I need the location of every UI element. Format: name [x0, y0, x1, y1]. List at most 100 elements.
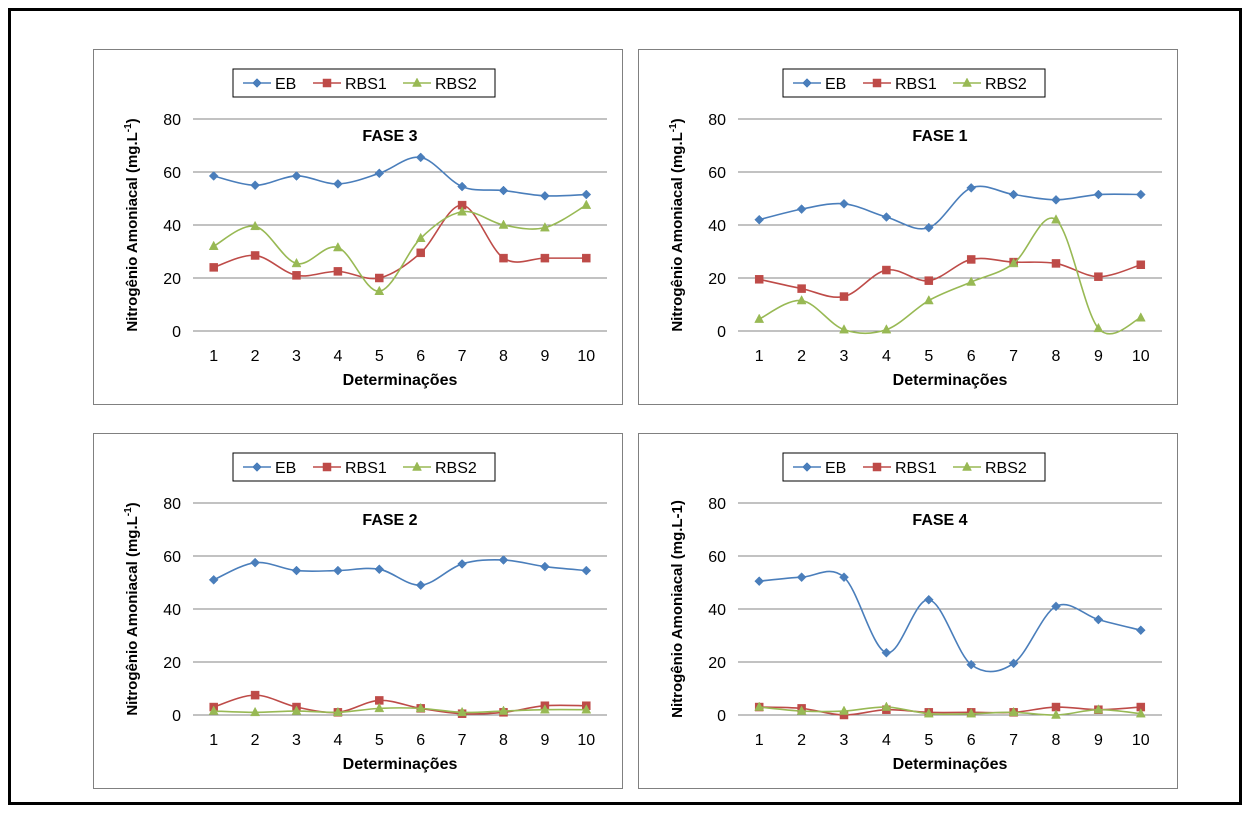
x-tick-label: 7 [1009, 348, 1018, 365]
legend: EB RBS1 RBS2 [232, 68, 496, 98]
data-point-rbs1 [754, 275, 764, 284]
y-tick-label: 80 [163, 112, 181, 129]
data-point-rbs2 [754, 701, 765, 711]
legend-marker-rbs1 [322, 462, 332, 472]
x-tick-label: 6 [967, 732, 976, 749]
y-tick-label: 0 [717, 708, 726, 725]
data-point-rbs1 [1136, 260, 1146, 269]
data-point-rbs2 [208, 240, 219, 250]
y-tick-label: 80 [708, 112, 726, 129]
data-point-rbs2 [498, 705, 509, 715]
x-tick-label: 8 [499, 732, 508, 749]
x-tick-label: 6 [416, 732, 425, 749]
data-point-eb [923, 594, 934, 605]
x-tick-label: 9 [540, 348, 549, 365]
data-point-rbs2 [539, 704, 550, 714]
data-point-eb [540, 561, 550, 572]
series-eb [754, 183, 1146, 233]
legend-marker-rbs2 [962, 77, 972, 87]
legend-label-eb: EB [825, 460, 846, 477]
x-axis-label: Determinações [343, 756, 458, 773]
y-tick-label: 80 [708, 496, 726, 513]
data-point-rbs1 [966, 255, 976, 264]
legend: EB RBS1 RBS2 [782, 452, 1046, 482]
data-point-rbs1 [839, 292, 849, 301]
data-point-eb [1051, 601, 1061, 612]
data-point-rbs2 [796, 705, 807, 715]
x-tick-label: 10 [1132, 732, 1150, 749]
data-point-eb [754, 214, 765, 225]
x-tick-label: 4 [333, 348, 342, 365]
data-point-eb [457, 559, 467, 569]
data-point-eb [1008, 189, 1019, 200]
data-point-eb [291, 565, 302, 576]
x-tick-label: 2 [251, 348, 260, 365]
series-line-eb [759, 570, 1141, 673]
data-point-rbs2 [415, 702, 426, 713]
data-point-eb [374, 564, 385, 575]
data-point-eb [374, 168, 385, 179]
chart-area-border [638, 49, 1178, 405]
data-point-rbs2 [881, 324, 892, 334]
data-point-eb [966, 183, 977, 193]
x-tick-label: 1 [209, 348, 218, 365]
data-point-eb [796, 572, 807, 583]
y-axis-label: Nitrogênio Amoniacal (mg.L-1) [668, 118, 686, 331]
chart-area-border [638, 433, 1178, 789]
y-tick-label: 60 [708, 165, 726, 182]
data-point-rbs1 [797, 284, 806, 293]
y-tick-label: 80 [163, 496, 181, 513]
x-tick-label: 9 [1094, 732, 1103, 749]
chart-area-border [93, 49, 623, 405]
chart-fase-1: 0 20 40 60 80 1 2 3 4 5 6 7 8 9 10 Determinações Nitrogê… [638, 49, 1178, 405]
x-tick-label: 2 [797, 732, 806, 749]
data-point-rbs1 [250, 251, 260, 260]
data-point-rbs2 [332, 241, 343, 252]
y-tick-label: 0 [172, 324, 181, 341]
legend-label-rbs2: RBS2 [435, 460, 477, 477]
legend: EB RBS1 RBS2 [782, 68, 1046, 98]
data-point-rbs2 [881, 701, 892, 711]
data-point-eb [250, 557, 260, 568]
legend-marker-eb [802, 462, 812, 472]
data-point-rbs2 [581, 704, 592, 714]
y-tick-label: 20 [163, 271, 181, 288]
x-tick-label: 9 [1094, 348, 1103, 365]
data-point-eb [1051, 194, 1061, 205]
chart-panel-fase-2: 0 20 40 60 80 1 2 3 4 5 6 7 8 9 10 Determinações Nitrogê… [93, 433, 623, 789]
data-point-rbs2 [839, 705, 849, 715]
legend-marker-eb [252, 78, 262, 88]
y-axis-label: Nitrogênio Amoniacal (mg.L-1) [123, 118, 141, 331]
data-point-eb [415, 580, 426, 591]
x-tick-label: 10 [1132, 348, 1150, 365]
x-tick-label: 5 [924, 732, 933, 749]
y-tick-label: 0 [717, 324, 726, 341]
x-tick-label: 7 [458, 348, 467, 365]
data-point-eb [540, 190, 550, 201]
data-point-eb [333, 565, 343, 576]
data-point-rbs2 [457, 706, 468, 717]
data-point-rbs2 [374, 702, 385, 713]
legend-marker-rbs2 [412, 77, 422, 87]
data-point-rbs2 [581, 199, 592, 209]
x-tick-label: 6 [967, 348, 976, 365]
legend-box [782, 452, 1046, 482]
data-point-rbs1 [292, 271, 301, 280]
data-point-rbs1 [416, 248, 425, 258]
data-point-rbs2 [1093, 322, 1104, 333]
x-tick-label: 4 [882, 732, 891, 749]
legend-label-eb: EB [275, 460, 296, 477]
x-tick-label: 8 [1052, 732, 1061, 749]
y-tick-label: 40 [163, 218, 181, 235]
data-point-rbs2 [1051, 214, 1061, 224]
legend-label-rbs1: RBS1 [345, 460, 387, 477]
x-tick-label: 10 [577, 732, 595, 749]
y-tick-label: 40 [163, 602, 181, 619]
chart-title: FASE 1 [912, 128, 967, 145]
data-point-rbs1 [250, 690, 260, 700]
legend-label-eb: EB [825, 76, 846, 93]
figure-frame: 0 20 40 60 80 1 2 3 4 5 6 7 8 9 10 Determinações Nitrogê… [8, 8, 1242, 805]
series-line-rbs2 [213, 707, 587, 714]
data-point-eb [1008, 658, 1019, 669]
data-point-rbs2 [498, 219, 509, 229]
